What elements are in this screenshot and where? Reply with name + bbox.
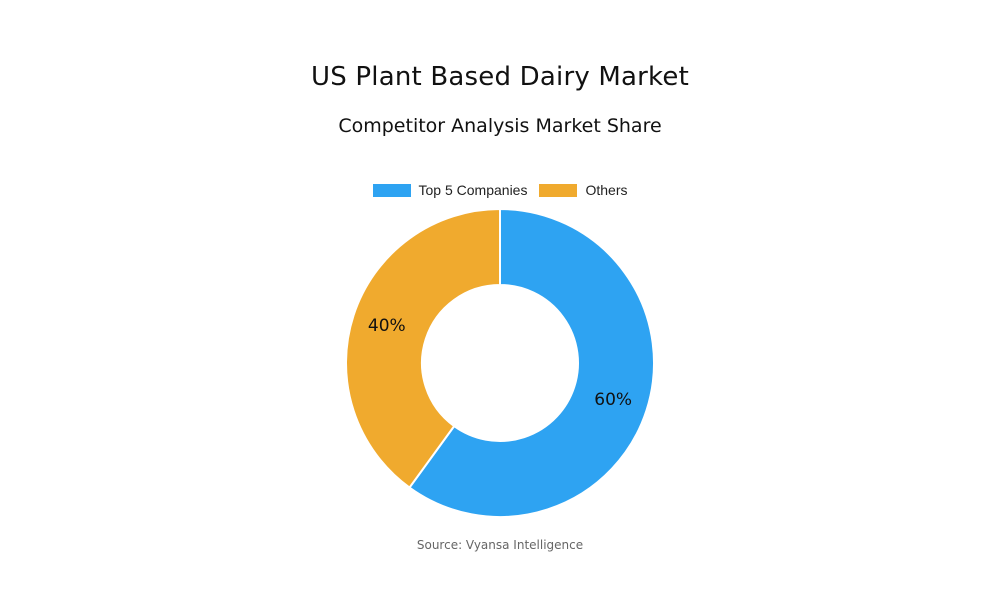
slice-top-5-companies[interactable] — [408, 207, 655, 518]
chart-legend: Top 5 Companies Others — [0, 182, 1000, 198]
chart-title: US Plant Based Dairy Market — [311, 62, 689, 92]
slice-others[interactable] — [345, 207, 501, 489]
legend-swatch-top-5-companies — [372, 183, 411, 197]
legend-label-others: Others — [585, 182, 628, 198]
legend-label-top-5-companies: Top 5 Companies — [418, 182, 528, 198]
legend-swatch-others — [539, 183, 578, 197]
chart-subtitle: Competitor Analysis Market Share — [338, 115, 662, 137]
legend-item-others[interactable]: Others — [539, 182, 627, 198]
legend-item-top-5-companies[interactable]: Top 5 Companies — [372, 182, 528, 198]
slice-label-top-5-companies: 60% — [594, 390, 632, 410]
slice-label-others: 40% — [368, 316, 406, 336]
source-note: Source: Vyansa Intelligence — [416, 538, 584, 552]
